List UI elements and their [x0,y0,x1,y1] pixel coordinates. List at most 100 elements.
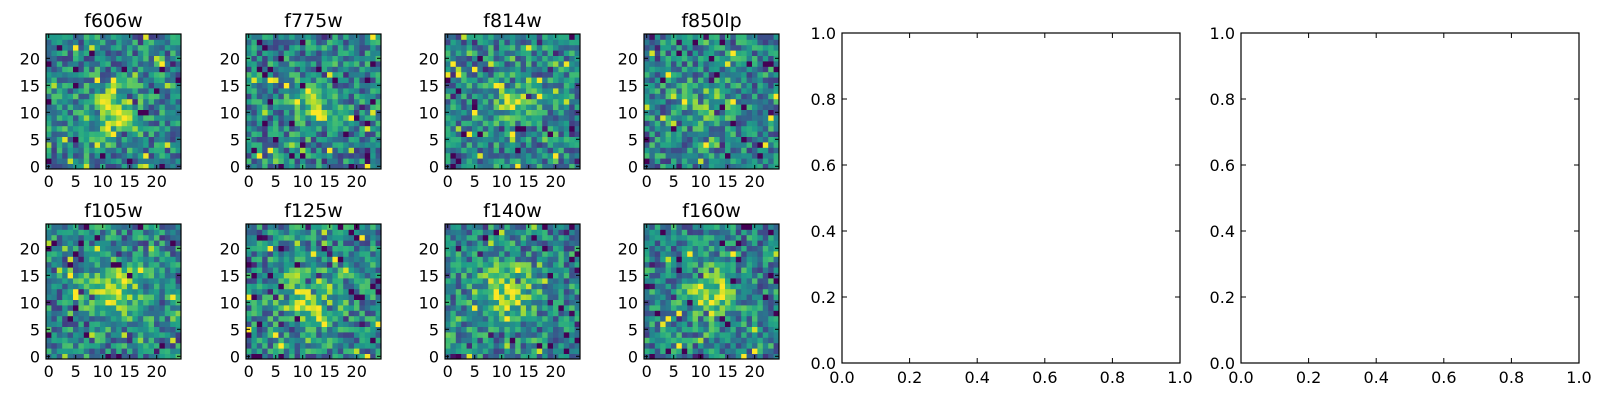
heatmap-cell [110,305,117,311]
heatmap-cell [332,44,339,51]
heatmap-cell [370,224,376,230]
heatmap-cell [370,256,376,263]
heatmap-cell [175,267,182,273]
heatmap-cell [671,120,677,127]
heatmap-cell [461,93,467,100]
heatmap-cell [300,315,306,322]
heatmap-cell [714,39,720,46]
heatmap-cell [278,229,285,236]
heatmap-cell [62,115,68,121]
heatmap-cell [558,288,565,295]
heatmap-cell [316,115,322,121]
heatmap-cell [294,44,301,51]
heatmap-cell [461,299,467,306]
heatmap-cell [762,88,769,94]
heatmap-cell [251,332,258,338]
heatmap-cell [283,152,290,159]
heatmap-cell [569,240,575,246]
heatmap-cell [116,251,122,257]
heatmap-cell [370,240,376,246]
heatmap-cell [105,326,112,333]
heatmap-cell [327,267,333,273]
heatmap-cell [267,245,274,252]
heatmap-cell [105,337,112,344]
heatmap-cell [278,288,285,295]
heatmap-cell [321,251,328,257]
heatmap-cell [671,50,677,56]
heatmap-cell [267,147,274,154]
heatmap-cell [267,152,274,159]
heatmap-cell [547,131,554,137]
heatmap-cell [267,125,274,132]
heatmap-cell [547,272,554,279]
heatmap-cell [558,321,565,327]
heatmap-cell [719,147,726,154]
heatmap-cell [515,321,521,327]
heatmap-cell [746,136,753,143]
heatmap-cell [159,66,166,73]
heatmap-cell [725,272,731,279]
heatmap-cell [542,326,548,333]
heatmap-cell [741,142,747,148]
heatmap-cell [164,321,171,327]
heatmap-cell [553,261,559,268]
heatmap-cell [515,310,521,317]
heatmap-cell [644,98,650,105]
heatmap-cell [762,305,769,311]
heatmap-cell [741,310,747,317]
heatmap-cell [488,278,494,284]
heatmap-cell [67,305,74,311]
heatmap-cell [327,342,333,349]
heatmap-cell [278,310,285,317]
heatmap-cell [526,299,532,306]
heatmap-cell [110,326,117,333]
heatmap-cell [137,240,144,246]
heatmap-cell [445,240,451,246]
heatmap-cell [488,310,494,317]
heatmap-cell [574,288,581,295]
heatmap-cell [499,332,505,338]
heatmap-cell [143,66,149,73]
heatmap-cell [466,77,473,83]
heatmap-cell [267,332,274,338]
heatmap-cell [558,256,565,263]
heatmap-cell [300,272,306,279]
heatmap-cell [289,251,295,257]
heatmap-cell [337,55,344,62]
heatmap-cell [137,104,144,110]
heatmap-cell [359,66,366,73]
heatmap-cell [121,142,128,148]
heatmap-cell [654,120,661,127]
heatmap-cell [300,39,306,46]
heatmap-cell [757,299,764,306]
heatmap-cell [256,224,263,230]
heatmap-cell [450,39,457,46]
heatmap-cell [327,310,333,317]
heatmap-cell [110,224,117,230]
heatmap-cell [762,152,769,159]
heatmap-cell [725,77,731,83]
heatmap-cell [273,267,279,273]
heatmap-cell [56,120,63,127]
heatmap-cell [665,136,672,143]
heatmap-cell [67,61,74,67]
heatmap-cell [488,136,494,143]
heatmap-cell [137,326,144,333]
heatmap-cell [273,71,279,78]
heatmap-cell [100,93,106,100]
heatmap-cell [762,82,769,89]
heatmap-cell [348,229,355,236]
heatmap-cell [542,272,548,279]
heatmap-cell [354,77,360,83]
heatmap-cell [692,299,699,306]
heatmap-cell [574,66,581,73]
heatmap-cell [321,88,328,94]
heatmap-cell [649,109,656,116]
heatmap-cell [89,98,95,105]
heatmap-cell [267,261,274,268]
heatmap-cell [164,326,171,333]
heatmap-cell [246,125,252,132]
heatmap-cell [708,66,715,73]
heatmap-cell [305,353,312,360]
heatmap-cell [714,120,720,127]
